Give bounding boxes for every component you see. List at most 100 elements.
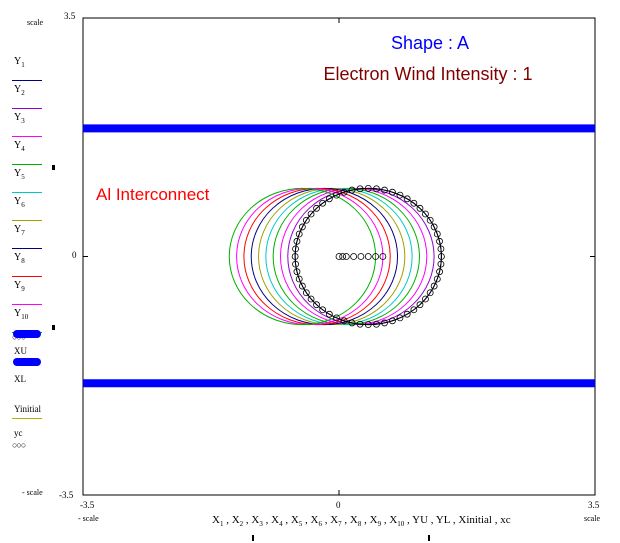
initial-shape-marker (356, 320, 364, 328)
initial-shape-marker (373, 320, 380, 328)
legend-label: Y9 (14, 280, 25, 293)
initial-shape-marker (426, 216, 434, 224)
initial-shape-marker (436, 268, 443, 276)
legend-swatch (12, 418, 42, 419)
legend-label: XL (14, 374, 26, 384)
legend-swatch: ○○○ (12, 440, 26, 450)
initial-shape-marker (302, 289, 310, 297)
initial-shape-marker (416, 301, 424, 309)
x-label-part: X6 (310, 514, 322, 529)
center-marker (379, 253, 387, 260)
initial-shape-marker (396, 191, 404, 199)
x-label-marker-left (252, 535, 254, 541)
legend-label: Y6 (14, 196, 25, 209)
y-tick-zero: 0 (72, 250, 77, 260)
x-label-part: YU (412, 514, 429, 526)
legend-label: Y7 (14, 224, 25, 237)
initial-shape-marker (313, 301, 320, 309)
chart-subtitle: Electron Wind Intensity : 1 (323, 64, 532, 84)
x-label-part: Xinitial (458, 514, 492, 526)
initial-shape-marker (422, 210, 429, 218)
legend-label: Y3 (14, 112, 25, 125)
initial-shape-marker (433, 230, 441, 238)
legend-label: Y8 (14, 252, 25, 265)
initial-shape-marker (437, 253, 445, 260)
x-label-part: X8 (349, 514, 362, 529)
legend-label: Y10 (14, 308, 29, 321)
initial-shape-marker (389, 188, 396, 196)
initial-shape-marker (364, 321, 372, 329)
initial-shape-marker (293, 237, 301, 245)
legend-swatch (12, 164, 42, 165)
legend-swatch (12, 108, 42, 109)
y-tick-bottom: -3.5 (59, 490, 74, 500)
x-label-part: X10 (389, 514, 405, 529)
initial-shape-marker (410, 306, 418, 314)
initial-shape-marker (430, 223, 438, 231)
initial-shape-marker (426, 289, 434, 297)
x-label-part: X7 (330, 514, 342, 529)
x-label-part: X1 (212, 514, 224, 529)
lower-conductor-band (83, 379, 595, 388)
legend-label: Y1 (14, 56, 25, 69)
initial-shape-marker (436, 237, 443, 245)
x-label-part: X5 (290, 514, 303, 529)
initial-shape-marker (416, 204, 424, 212)
y-scale-bottom: - scale (22, 488, 43, 497)
initial-shape-marker (333, 191, 340, 199)
legend-swatch (12, 304, 42, 305)
legend-swatch (12, 136, 42, 137)
legend-swatch (12, 276, 42, 277)
initial-shape-marker (302, 216, 310, 224)
legend-swatch (12, 248, 42, 249)
series-curve-y10 (228, 187, 377, 326)
x-tick-left: -3.5 (80, 500, 95, 510)
x-label-part: xc (500, 514, 511, 526)
legend-label: yc (14, 428, 23, 438)
x-label-part: X4 (271, 514, 283, 529)
initial-shape-marker (396, 314, 404, 322)
initial-shape-marker (319, 199, 327, 207)
initial-shape-marker (307, 295, 315, 303)
y-scale-top: scale (27, 18, 43, 27)
initial-shape-marker (430, 282, 438, 290)
initial-shape-marker (340, 188, 348, 196)
initial-shape-marker (403, 310, 411, 318)
x-label-part: X2 (231, 514, 244, 529)
initial-shape-marker (437, 245, 445, 253)
initial-shape-marker (437, 260, 445, 268)
x-label-part: X3 (251, 514, 263, 529)
initial-shape-marker (403, 195, 411, 203)
initial-shape-marker (389, 317, 396, 325)
initial-shape-marker (313, 204, 320, 212)
center-marker (342, 253, 350, 260)
initial-shape-marker (293, 268, 301, 276)
initial-shape-marker (292, 260, 299, 268)
plot-frame (82, 17, 596, 496)
initial-shape-marker (381, 319, 388, 327)
initial-shape-marker (298, 282, 306, 290)
x-label-part: YL (435, 514, 451, 526)
x-scale-right: scale (584, 514, 600, 523)
chart-title: Shape : A (391, 33, 469, 53)
legend-marker-2 (52, 325, 55, 330)
legend-swatch (12, 220, 42, 221)
initial-shape-marker (307, 210, 315, 218)
legend-marker-1 (52, 165, 55, 170)
legend-swatch (13, 358, 41, 366)
legend-swatch (12, 80, 42, 81)
initial-shape-marker (381, 186, 388, 194)
initial-shape-marker (325, 310, 333, 318)
center-marker (357, 253, 365, 260)
initial-shape-marker (373, 185, 380, 193)
y-tick-top: 3.5 (64, 11, 76, 21)
x-label-marker-right (428, 535, 430, 541)
x-tick-zero: 0 (336, 500, 341, 510)
initial-shape-curve (294, 187, 442, 326)
initial-shape-marker (291, 253, 299, 260)
initial-shape-marker (295, 230, 303, 238)
initial-shape-marker (292, 245, 299, 253)
center-marker (335, 253, 343, 260)
legend-label: Y2 (14, 84, 25, 97)
